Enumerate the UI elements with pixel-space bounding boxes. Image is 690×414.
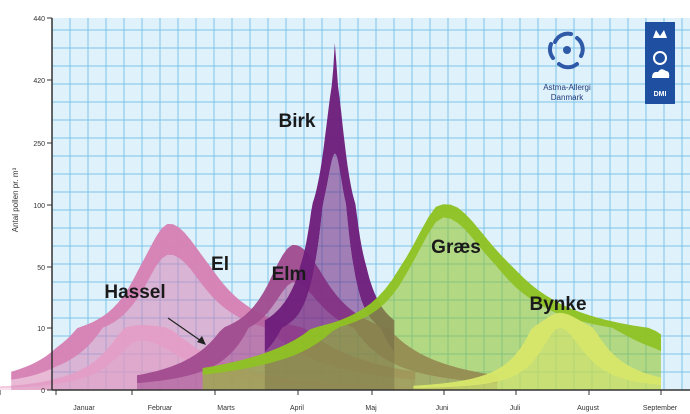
astma-logo-line1: Astma-Allergi <box>543 83 591 92</box>
y-tick-label: 420 <box>33 78 45 85</box>
hassel-annotation-arrow <box>167 317 205 344</box>
x-tick-label: Februar <box>148 405 173 412</box>
y-tick-label: 50 <box>37 265 45 272</box>
series-area-birk <box>264 43 395 353</box>
astma-allergi-logo: Astma-Allergi Danmark <box>543 31 591 102</box>
x-tick-label: Januar <box>73 405 95 412</box>
y-tick-label: 250 <box>33 141 45 148</box>
dmi-logo: DMI <box>645 22 675 104</box>
series-labels: Hassel El Elm Birk Græs Bynke <box>104 111 586 315</box>
series-area-bynke <box>413 312 661 389</box>
astma-logo-line2: Danmark <box>551 93 584 102</box>
crown-icon <box>653 30 667 38</box>
x-tick-label: Maj <box>365 405 377 412</box>
y-tick-label: 0 <box>41 388 45 395</box>
swirl-logo-icon <box>547 31 585 70</box>
series-base-el <box>11 254 416 390</box>
y-tick-label: 10 <box>37 326 45 333</box>
series-label-bynke: Bynke <box>529 294 586 315</box>
cloud-icon <box>652 69 670 78</box>
series-label-græs: Græs <box>431 237 481 258</box>
series-label-el: El <box>211 254 229 275</box>
x-tick-label: Juli <box>510 405 521 412</box>
y-tick-label: 440 <box>33 16 45 23</box>
series-base-bynke <box>413 328 661 390</box>
series-area-græs <box>202 204 661 375</box>
series-label-elm: Elm <box>272 264 307 285</box>
dmi-logo-text: DMI <box>654 91 667 98</box>
x-tick-label: Marts <box>217 405 235 412</box>
x-tick-label: Juni <box>436 405 449 412</box>
x-tick-label: August <box>577 405 599 412</box>
hassel-annotation-arrowhead <box>197 336 206 345</box>
sun-icon <box>653 51 667 65</box>
y-tick-label: 100 <box>33 203 45 210</box>
series-label-hassel: Hassel <box>104 282 165 303</box>
x-tick-labels: Januar Februar Marts April Maj Juni Juli August… <box>0 390 678 412</box>
series-label-birk: Birk <box>279 111 316 132</box>
y-tick-labels: 0 10 50 100 250 420 440 <box>33 16 52 395</box>
x-tick-label: September <box>643 405 678 412</box>
series-areas <box>0 43 661 390</box>
x-tick-label: April <box>290 405 304 412</box>
y-axis-label: Antal pollen pr. m³ <box>11 167 20 232</box>
